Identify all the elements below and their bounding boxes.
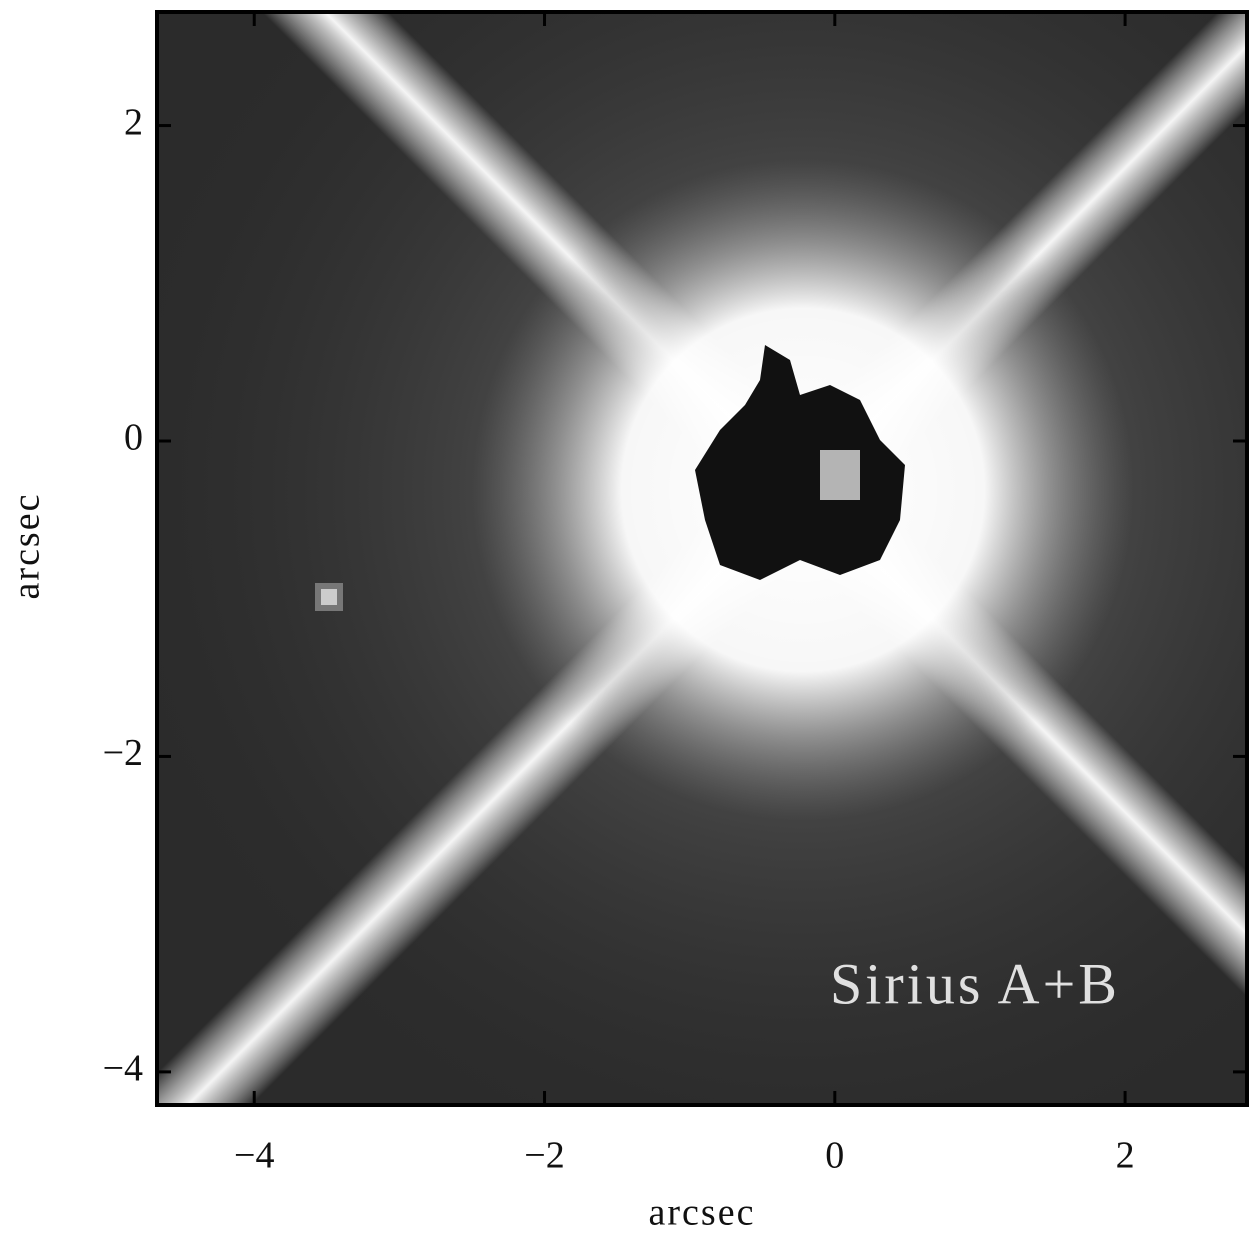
y-tick-label: −2 bbox=[103, 732, 143, 774]
y-tick-label: −4 bbox=[103, 1048, 143, 1090]
x-axis-label: arcsec bbox=[649, 1192, 756, 1234]
y-tick-label: 2 bbox=[124, 101, 143, 143]
image bbox=[157, 12, 1247, 1105]
plot-frame bbox=[155, 10, 1249, 1107]
x-tick-label: 0 bbox=[825, 1135, 844, 1177]
x-tick-label: −2 bbox=[524, 1135, 564, 1177]
x-tick-label: −4 bbox=[234, 1135, 274, 1177]
y-tick-label: 0 bbox=[124, 417, 143, 459]
x-tick-label: 2 bbox=[1116, 1135, 1135, 1177]
y-axis-label: arcsec bbox=[6, 493, 48, 600]
annotation: Sirius A+B bbox=[830, 951, 1120, 1016]
